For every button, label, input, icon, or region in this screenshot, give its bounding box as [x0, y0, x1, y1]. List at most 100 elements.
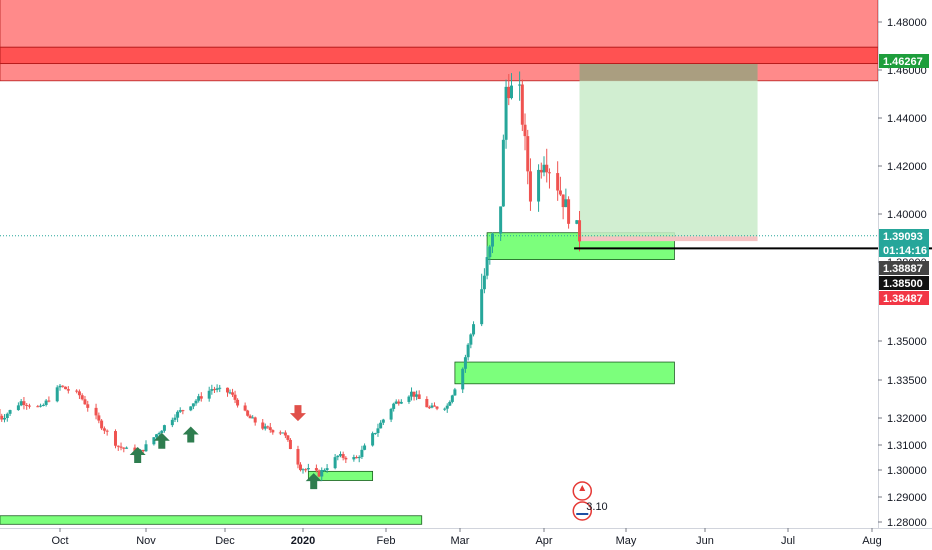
price-label-badge[interactable]: 1.38487 — [879, 291, 929, 305]
candle-body — [352, 457, 356, 460]
x-tick-label: 2020 — [291, 535, 315, 547]
price-label-badge[interactable]: 1.38500 — [879, 276, 929, 290]
candle-body — [528, 171, 532, 202]
candle — [251, 415, 255, 419]
candle-body — [520, 84, 524, 125]
candle-body — [246, 410, 250, 416]
candle — [523, 113, 527, 151]
candle-body — [445, 405, 449, 409]
candle — [77, 389, 81, 399]
buy-signal-arrow-icon[interactable] — [182, 426, 199, 443]
candle-body — [162, 425, 166, 431]
candle-body — [236, 399, 240, 406]
position-profit-area[interactable] — [579, 64, 758, 237]
candle — [47, 396, 51, 403]
candle-body — [556, 173, 560, 191]
candle-body — [509, 85, 513, 99]
candle — [314, 464, 318, 473]
candle-body — [537, 169, 541, 202]
zone-support-2[interactable] — [307, 470, 374, 481]
event-badge-label: 3.10 — [586, 501, 607, 513]
candle — [231, 388, 235, 397]
candle-body — [485, 257, 489, 276]
price-label-text: 1.39093 — [883, 231, 923, 243]
candle — [197, 393, 201, 403]
candle-body — [144, 444, 148, 452]
candle — [376, 423, 380, 437]
y-tick-label: 1.30000 — [887, 465, 927, 477]
candle — [320, 467, 324, 482]
candle-body — [491, 233, 495, 247]
candle — [528, 158, 532, 211]
candle-body — [157, 433, 161, 435]
candle-body — [301, 469, 305, 471]
candle-body — [357, 456, 361, 459]
candle — [325, 464, 329, 473]
candle — [355, 455, 359, 459]
candle — [100, 419, 104, 431]
candle — [482, 268, 486, 294]
price-label-badge[interactable]: 1.38887 — [879, 261, 929, 275]
candle — [542, 156, 546, 177]
x-tick-label: May — [616, 535, 637, 547]
candle — [445, 403, 449, 413]
candle — [371, 431, 375, 447]
candle-body — [567, 199, 571, 224]
buy-signal-arrow-icon[interactable] — [305, 473, 322, 490]
candle — [116, 445, 120, 451]
candle — [218, 384, 222, 393]
candle-body — [199, 396, 203, 399]
candle — [178, 407, 182, 414]
candle — [501, 134, 505, 207]
us-flag-icon[interactable] — [572, 501, 593, 521]
candle-body — [389, 408, 393, 420]
zone-resistance-strong-1[interactable] — [0, 46, 879, 65]
candle-body — [102, 428, 106, 431]
candle — [373, 432, 377, 435]
x-tick-label: Jun — [696, 535, 714, 547]
candle — [564, 188, 568, 208]
candle-body — [558, 190, 562, 195]
position-loss-area[interactable] — [579, 236, 758, 242]
y-axis[interactable]: 1.480001.460001.440001.420001.400001.380… — [878, 17, 927, 529]
candle — [561, 194, 565, 220]
price-label-badge[interactable]: 1.46267 — [879, 54, 929, 68]
x-axis[interactable]: Oct Nov Dec 2020 Feb Mar Apr May Jun Jul Aug — [51, 528, 882, 547]
candle — [526, 129, 530, 185]
candle — [61, 385, 65, 388]
candle-body — [379, 422, 383, 429]
zone-support-3[interactable] — [0, 515, 423, 525]
y-tick-label: 1.35000 — [887, 336, 927, 348]
candle — [336, 455, 340, 461]
candle — [504, 79, 508, 149]
candle-body — [16, 405, 20, 411]
candle-body — [0, 415, 4, 420]
price-label-badge[interactable]: 01:14:16 — [879, 243, 929, 257]
candle-body — [19, 401, 23, 406]
candle — [113, 429, 117, 449]
candle-body — [173, 417, 177, 420]
candle — [215, 384, 219, 393]
sell-signal-arrow-icon[interactable] — [289, 405, 306, 422]
buy-signal-arrow-icon[interactable] — [129, 447, 146, 463]
candle-body — [542, 164, 546, 173]
candle-body — [228, 392, 232, 394]
buy-signal-arrow-icon[interactable] — [153, 432, 170, 449]
candle — [44, 398, 48, 407]
candle-body — [564, 199, 568, 208]
candle — [341, 451, 345, 461]
candle-body — [304, 469, 308, 471]
candle-body — [189, 406, 193, 411]
candle-body — [207, 390, 211, 399]
candle-body — [261, 422, 265, 429]
event-badge[interactable]: 3.10 — [572, 481, 608, 521]
candle-body — [415, 394, 419, 397]
candle — [39, 403, 43, 408]
candle — [298, 462, 302, 472]
zone-support-4[interactable] — [454, 361, 675, 385]
candle-body — [3, 417, 7, 420]
price-label-badge[interactable]: 1.39093 — [879, 229, 929, 243]
candle — [547, 168, 551, 189]
y-tick-label: 1.28000 — [887, 517, 927, 529]
candle — [520, 79, 524, 132]
